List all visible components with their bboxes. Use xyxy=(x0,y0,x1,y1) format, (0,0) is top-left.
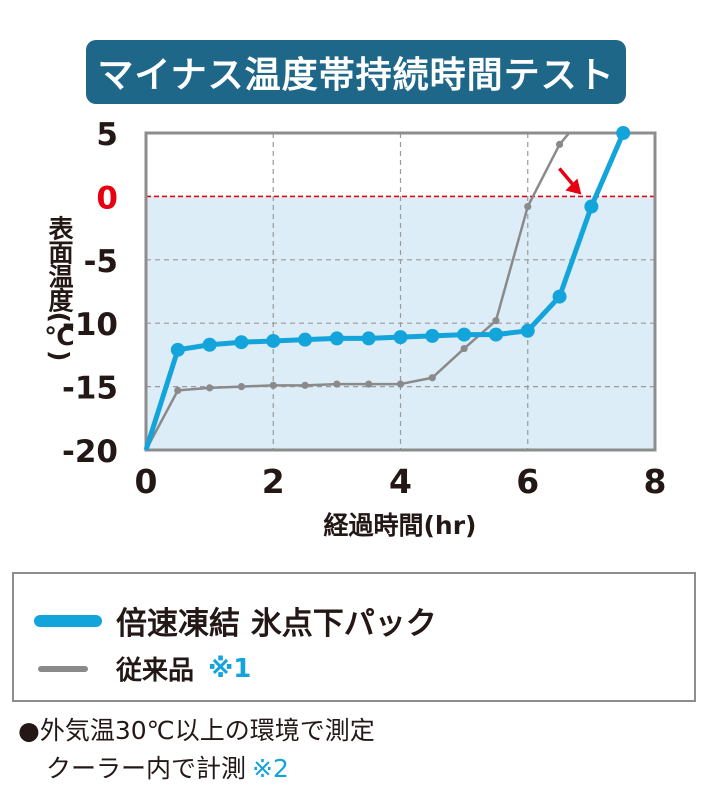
chart-title-banner: マイナス温度帯持続時間テスト xyxy=(86,40,626,104)
data-point xyxy=(206,384,214,392)
x-tick-label: 0 xyxy=(135,462,158,501)
data-point xyxy=(234,335,249,350)
x-tick-label: 6 xyxy=(516,462,539,501)
data-point xyxy=(361,331,376,346)
data-point xyxy=(298,332,313,347)
legend-label: 従来品 xyxy=(116,656,195,686)
y-tick-label: -20 xyxy=(62,434,118,470)
y-axis-label: 表面温度(℃) xyxy=(45,216,74,361)
legend-swatch-gray xyxy=(38,665,88,672)
x-tick-label: 8 xyxy=(644,462,667,501)
data-point xyxy=(492,317,500,325)
data-point xyxy=(266,333,281,348)
series-fast-freeze xyxy=(143,126,631,451)
data-point xyxy=(428,374,436,382)
footnote-line-2-text: クーラー内で計測 xyxy=(46,754,247,783)
legend-note-mark: ※1 xyxy=(208,653,252,684)
plot-frame xyxy=(144,131,657,452)
series-conventional xyxy=(144,132,571,451)
data-point xyxy=(584,199,599,214)
data-point xyxy=(460,344,468,353)
data-point xyxy=(488,327,503,342)
red-arrow-icon xyxy=(558,167,582,195)
legend: 倍速凍結 氷点下パック 従来品 ※1 xyxy=(12,572,696,702)
data-point xyxy=(329,331,344,346)
y-tick-label: 0 xyxy=(96,180,118,216)
chart-area: 5 0 -5 -10 -15 -20 0 2 4 6 8 経過時間(hr) 表面温度(℃) xyxy=(45,117,667,540)
y-tick-label: -15 xyxy=(62,371,118,407)
data-point xyxy=(333,380,341,388)
arrow-head xyxy=(565,178,582,195)
data-point xyxy=(425,328,440,343)
footnote: ●外気温30℃以上の環境で測定 クーラー内で計測 ※2 xyxy=(18,712,375,788)
data-point xyxy=(393,330,408,345)
footnote-line-1: ●外気温30℃以上の環境で測定 xyxy=(18,716,375,745)
legend-swatch-blue xyxy=(34,614,102,627)
series-line xyxy=(143,132,626,451)
data-point xyxy=(269,381,277,389)
data-point xyxy=(174,386,182,395)
footnote-line-2: クーラー内で計測 ※2 xyxy=(18,750,375,788)
data-point xyxy=(396,380,405,388)
x-axis-label: 経過時間(hr) xyxy=(324,511,477,540)
x-tick-label: 2 xyxy=(262,462,285,501)
data-point xyxy=(552,289,567,304)
data-point xyxy=(237,383,246,391)
x-tick-label: 4 xyxy=(389,462,412,501)
y-tick-label: -5 xyxy=(84,244,118,280)
y-tick-label: -10 xyxy=(62,307,118,343)
data-point xyxy=(301,381,309,389)
footnote-note-mark: ※2 xyxy=(252,754,289,783)
legend-item-conventional: 従来品 ※1 xyxy=(34,650,251,687)
chart-title: マイナス温度帯持続時間テスト xyxy=(97,55,615,96)
data-point xyxy=(524,202,532,211)
y-tick-label: 5 xyxy=(96,117,118,153)
data-point xyxy=(202,337,217,352)
legend-label: 倍速凍結 氷点下パック xyxy=(116,606,437,642)
data-point xyxy=(555,140,564,149)
data-point xyxy=(170,342,185,357)
data-point xyxy=(616,126,631,140)
data-point xyxy=(520,323,535,338)
data-point xyxy=(457,327,472,342)
legend-item-fast-freeze: 倍速凍結 氷点下パック xyxy=(34,598,437,643)
data-point xyxy=(365,380,373,388)
